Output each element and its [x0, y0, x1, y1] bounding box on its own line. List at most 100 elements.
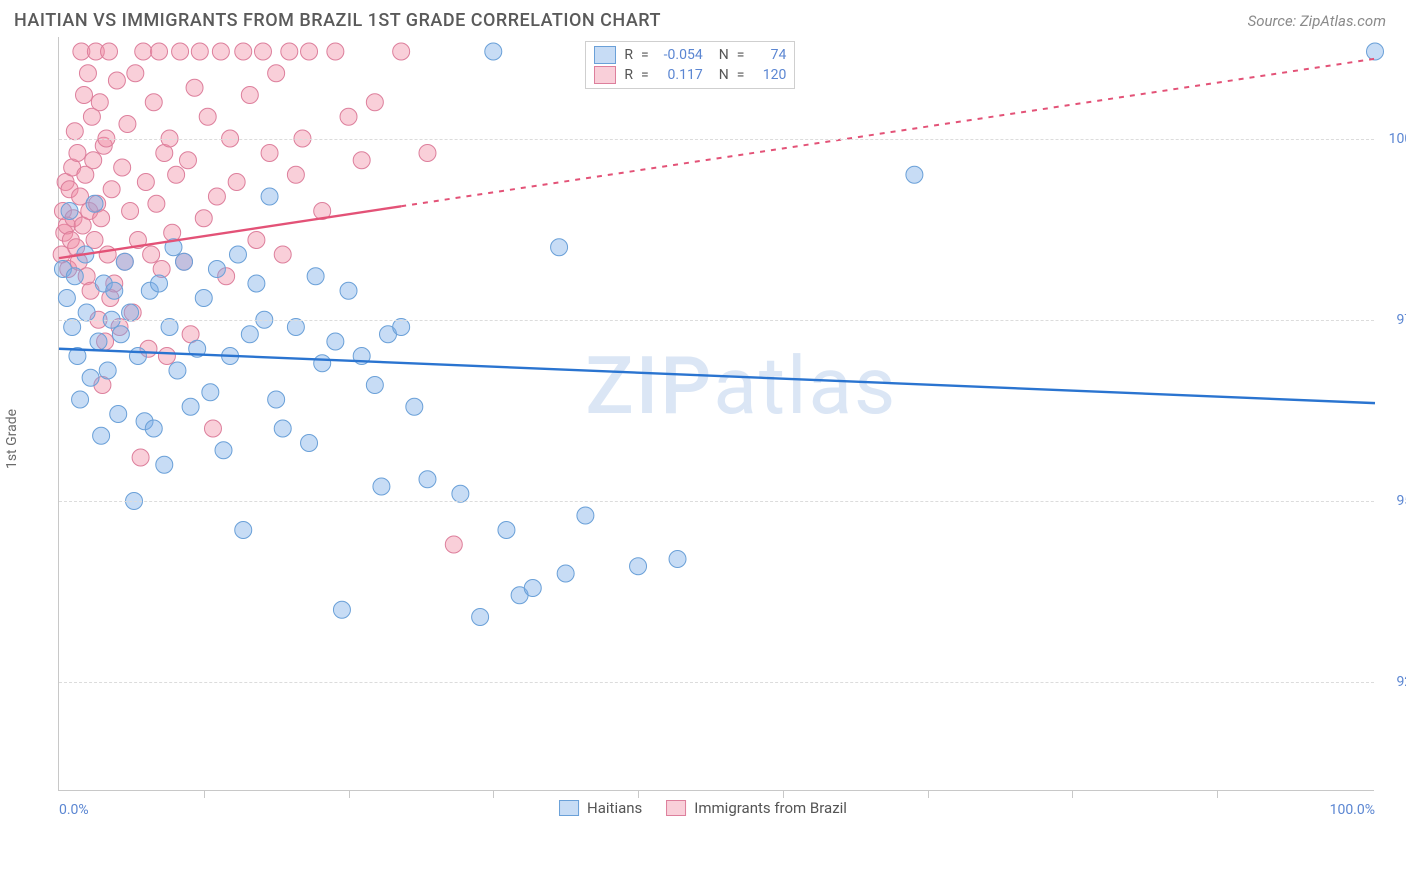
- x-tick: [783, 790, 784, 798]
- data-point: [108, 72, 125, 89]
- data-point: [186, 79, 203, 96]
- y-tick-label: 95.0%: [1380, 493, 1406, 509]
- data-point: [58, 290, 75, 307]
- equals: =: [737, 67, 745, 83]
- gridline: [59, 139, 1374, 140]
- data-point: [156, 456, 173, 473]
- data-point: [135, 43, 152, 60]
- data-point: [327, 333, 344, 350]
- data-point: [340, 282, 357, 299]
- data-point: [202, 384, 219, 401]
- data-point: [143, 246, 160, 263]
- data-point: [557, 565, 574, 582]
- data-point: [99, 246, 116, 263]
- data-point: [199, 108, 216, 125]
- r-value: -0.054: [657, 47, 703, 63]
- data-point: [301, 435, 318, 452]
- data-point: [127, 65, 144, 82]
- data-point: [112, 326, 129, 343]
- data-point: [340, 108, 357, 125]
- series-legend: Haitians Immigrants from Brazil: [559, 799, 847, 817]
- y-axis-label: 1st Grade: [4, 409, 20, 469]
- data-point: [248, 275, 265, 292]
- data-point: [145, 94, 162, 111]
- data-point: [148, 195, 165, 212]
- legend-swatch: [666, 800, 686, 816]
- x-tick: [638, 790, 639, 798]
- data-point: [327, 43, 344, 60]
- data-point: [261, 145, 278, 162]
- regression-line-dashed: [401, 59, 1375, 207]
- data-point: [393, 319, 410, 336]
- x-tick-label: 0.0%: [59, 802, 89, 818]
- data-point: [366, 377, 383, 394]
- legend-item: Immigrants from Brazil: [666, 799, 847, 817]
- data-point: [72, 391, 89, 408]
- data-point: [204, 420, 221, 437]
- data-point: [151, 275, 168, 292]
- regression-line: [59, 349, 1375, 403]
- data-point: [212, 43, 229, 60]
- x-tick: [1217, 790, 1218, 798]
- legend-swatch: [594, 66, 616, 84]
- x-tick: [349, 790, 350, 798]
- data-point: [169, 362, 186, 379]
- data-point: [176, 253, 193, 270]
- data-point: [366, 94, 383, 111]
- data-point: [195, 290, 212, 307]
- r-label: R: [624, 67, 633, 83]
- legend-label: Haitians: [587, 799, 642, 817]
- n-label: N: [719, 67, 729, 83]
- data-point: [85, 152, 102, 169]
- legend-swatch: [594, 46, 616, 64]
- data-point: [274, 246, 291, 263]
- data-point: [235, 522, 252, 539]
- data-point: [122, 304, 139, 321]
- x-tick: [493, 790, 494, 798]
- data-point: [114, 159, 131, 176]
- data-point: [119, 116, 136, 133]
- data-point: [577, 507, 594, 524]
- data-point: [195, 210, 212, 227]
- data-point: [333, 601, 350, 618]
- data-point: [241, 87, 258, 104]
- data-point: [179, 152, 196, 169]
- data-point: [208, 261, 225, 278]
- data-point: [132, 449, 149, 466]
- data-point: [76, 87, 93, 104]
- data-point: [419, 145, 436, 162]
- legend-swatch: [559, 800, 579, 816]
- data-point: [79, 65, 96, 82]
- data-point: [241, 326, 258, 343]
- gridline: [59, 682, 1374, 683]
- data-point: [90, 333, 107, 350]
- data-point: [498, 522, 515, 539]
- data-point: [261, 188, 278, 205]
- data-point: [172, 43, 189, 60]
- data-point: [268, 391, 285, 408]
- data-point: [64, 319, 81, 336]
- data-point: [208, 188, 225, 205]
- data-point: [419, 471, 436, 488]
- data-point: [274, 420, 291, 437]
- correlation-legend: R=-0.054N=74R=0.117N=120: [585, 41, 795, 89]
- data-point: [906, 166, 923, 183]
- data-point: [669, 551, 686, 568]
- data-point: [215, 442, 232, 459]
- data-point: [524, 580, 541, 597]
- chart-area: 1st Grade ZIPatlas R=-0.054N=74R=0.117N=…: [14, 37, 1392, 841]
- x-tick: [1072, 790, 1073, 798]
- data-point: [248, 232, 265, 249]
- plot-area: ZIPatlas R=-0.054N=74R=0.117N=120 92.5%9…: [58, 37, 1374, 791]
- legend-row: R=-0.054N=74: [594, 46, 786, 64]
- data-point: [110, 406, 127, 423]
- data-point: [191, 43, 208, 60]
- data-point: [86, 195, 103, 212]
- data-point: [86, 232, 103, 249]
- data-point: [287, 319, 304, 336]
- data-point: [393, 43, 410, 60]
- data-point: [182, 398, 199, 415]
- data-point: [254, 43, 271, 60]
- x-tick: [204, 790, 205, 798]
- data-point: [406, 398, 423, 415]
